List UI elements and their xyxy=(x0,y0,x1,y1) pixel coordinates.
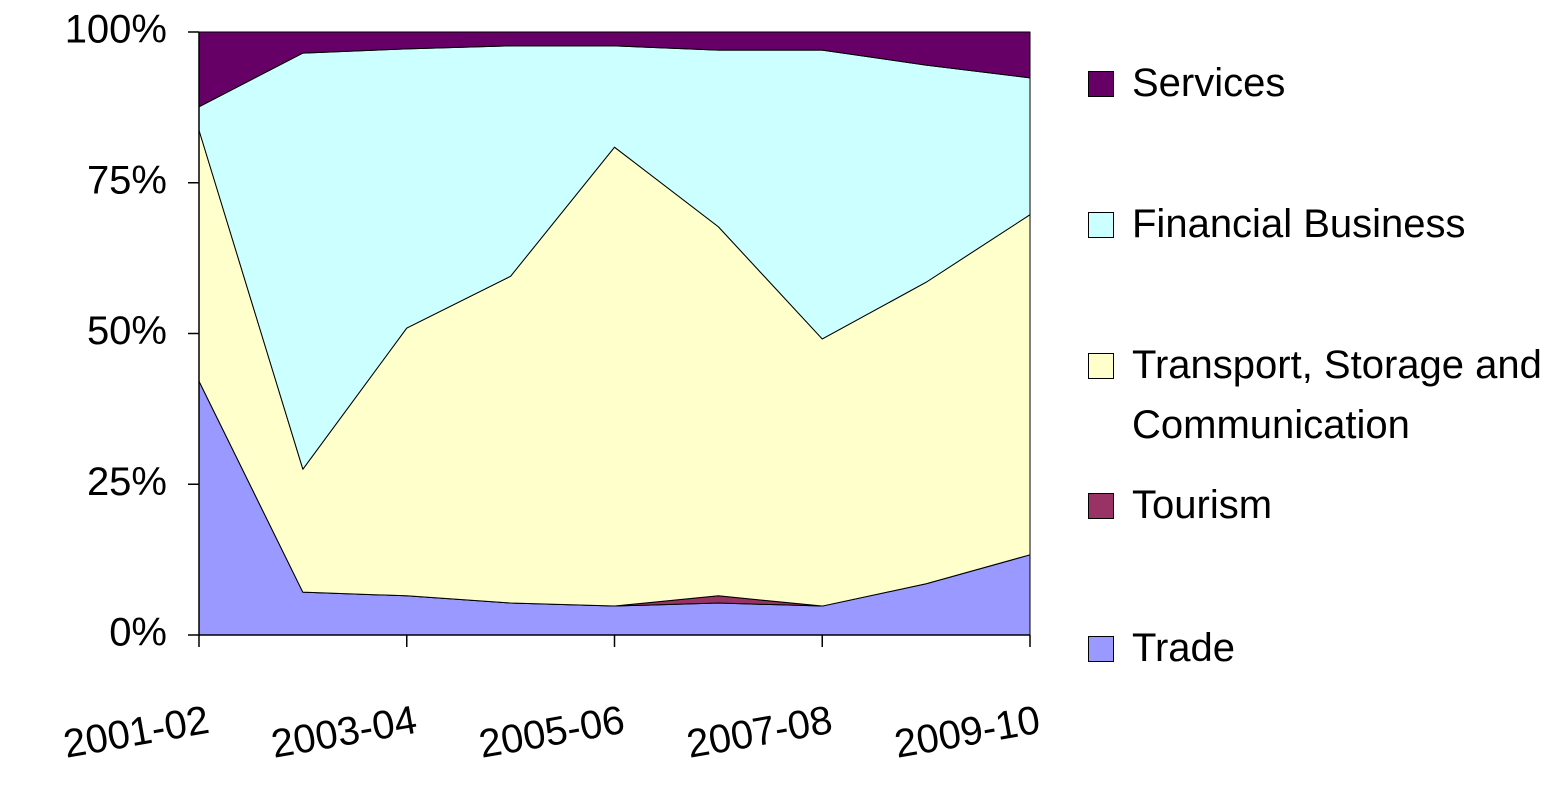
legend: Services Financial Business Transport, Sto… xyxy=(1088,0,1548,787)
y-tick-label: 0% xyxy=(109,611,167,655)
legend-item: Financial Business xyxy=(1088,194,1542,254)
legend-label: Transport, Storage and Communication xyxy=(1132,343,1542,447)
legend-label: Trade xyxy=(1132,626,1236,670)
x-tick-label: 2009-10 xyxy=(891,698,1043,767)
legend-swatch xyxy=(1088,71,1114,97)
legend-label: Services xyxy=(1132,61,1286,105)
x-tick-label: 2005-06 xyxy=(476,698,628,767)
y-tick-label: 100% xyxy=(65,8,167,52)
legend-item: Trade xyxy=(1088,618,1542,678)
legend-label: Financial Business xyxy=(1132,202,1466,246)
x-tick-label: 2003-04 xyxy=(268,698,420,767)
x-tick-label: 2007-08 xyxy=(683,698,835,767)
area xyxy=(198,31,1031,108)
y-tick-label: 75% xyxy=(87,158,167,202)
x-tick-label: 2001-02 xyxy=(60,698,212,767)
legend-label: Tourism xyxy=(1132,483,1273,527)
legend-swatch xyxy=(1088,493,1114,519)
legend-swatch xyxy=(1088,636,1114,662)
y-tick-label: 25% xyxy=(87,460,167,504)
legend-item: Tourism xyxy=(1088,475,1542,535)
legend-item: Transport, Storage and Communication xyxy=(1088,335,1542,455)
legend-item: Services xyxy=(1088,53,1542,113)
legend-swatch xyxy=(1088,353,1114,379)
legend-swatch xyxy=(1088,212,1114,238)
y-tick-label: 50% xyxy=(87,309,167,353)
